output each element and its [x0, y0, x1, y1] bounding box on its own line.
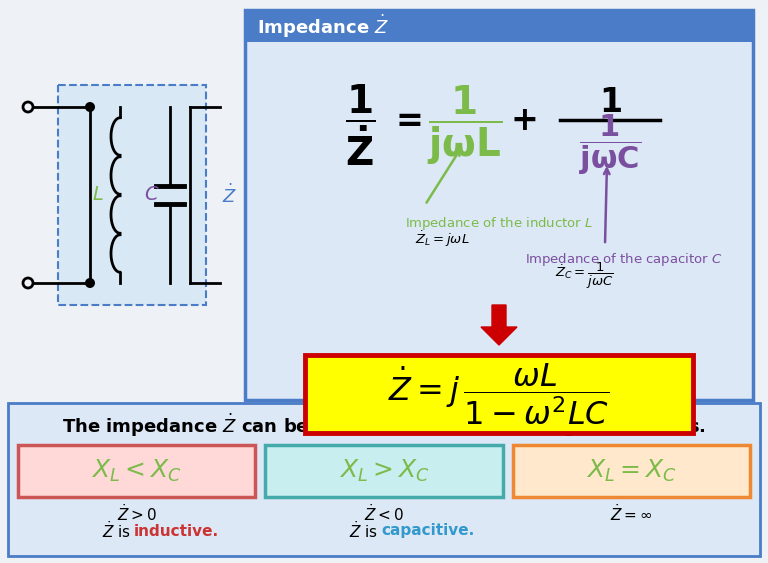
Text: The impedance $\dot{Z}$ can be divided into the following three cases.: The impedance $\dot{Z}$ can be divided i…	[62, 412, 706, 439]
Text: $\dot{Z} > 0$: $\dot{Z} > 0$	[117, 503, 157, 525]
Text: inductive.: inductive.	[134, 524, 219, 538]
Text: $\dot{Z}$ is: $\dot{Z}$ is	[102, 521, 131, 542]
Text: $\dot{Z} = \infty$: $\dot{Z} = \infty$	[610, 503, 653, 525]
Text: $X_L > X_C$: $X_L > X_C$	[339, 458, 429, 484]
Text: $\mathbf{+}$: $\mathbf{+}$	[510, 104, 536, 136]
Bar	[305, 355, 693, 433]
Text: $L$: $L$	[92, 185, 104, 204]
FancyArrow shape	[481, 305, 517, 345]
Bar	[245, 10, 753, 400]
Text: $C$: $C$	[144, 185, 160, 204]
Text: capacitive.: capacitive.	[381, 524, 475, 538]
Bar	[265, 445, 503, 497]
Text: Impedance of the inductor $L$: Impedance of the inductor $L$	[405, 215, 593, 231]
Text: $\dot{Z} < 0$: $\dot{Z} < 0$	[364, 503, 404, 525]
Circle shape	[85, 278, 95, 288]
Text: $\dot{Z}_L = j\omega L$: $\dot{Z}_L = j\omega L$	[415, 229, 470, 249]
Circle shape	[23, 102, 33, 112]
Text: $\dot{Z}$ is: $\dot{Z}$ is	[349, 521, 379, 542]
Circle shape	[23, 278, 33, 288]
Bar	[245, 10, 753, 42]
Text: $\dot{Z}_C = \dfrac{1}{j\omega C}$: $\dot{Z}_C = \dfrac{1}{j\omega C}$	[555, 261, 614, 291]
Text: $\mathbf{1}$: $\mathbf{1}$	[598, 87, 621, 119]
Text: $\mathbf{=}$: $\mathbf{=}$	[389, 104, 422, 136]
Text: $\mathbf{\dfrac{1}{j\omega L}}$: $\mathbf{\dfrac{1}{j\omega L}}$	[428, 83, 502, 167]
Bar	[18, 445, 255, 497]
Bar	[513, 445, 750, 497]
Text: $\mathbf{\dfrac{1}{j\omega C}}$: $\mathbf{\dfrac{1}{j\omega C}}$	[579, 113, 641, 177]
Text: $X_L = X_C$: $X_L = X_C$	[586, 458, 677, 484]
Text: $X_L < X_C$: $X_L < X_C$	[91, 458, 182, 484]
Circle shape	[85, 102, 95, 112]
Text: Impedance $\dot{Z}$: Impedance $\dot{Z}$	[257, 12, 389, 39]
Text: $\dot{Z} = j\,\dfrac{\omega L}{1 - \omega^2 LC}$: $\dot{Z} = j\,\dfrac{\omega L}{1 - \omeg…	[389, 361, 610, 427]
Bar	[58, 85, 206, 305]
Text: Impedance of the capacitor $C$: Impedance of the capacitor $C$	[525, 252, 723, 269]
Text: $\dot{Z}$: $\dot{Z}$	[223, 184, 237, 207]
Bar	[8, 403, 760, 556]
Text: $\mathbf{\dfrac{1}{\dot{Z}}}$: $\mathbf{\dfrac{1}{\dot{Z}}}$	[345, 83, 375, 168]
